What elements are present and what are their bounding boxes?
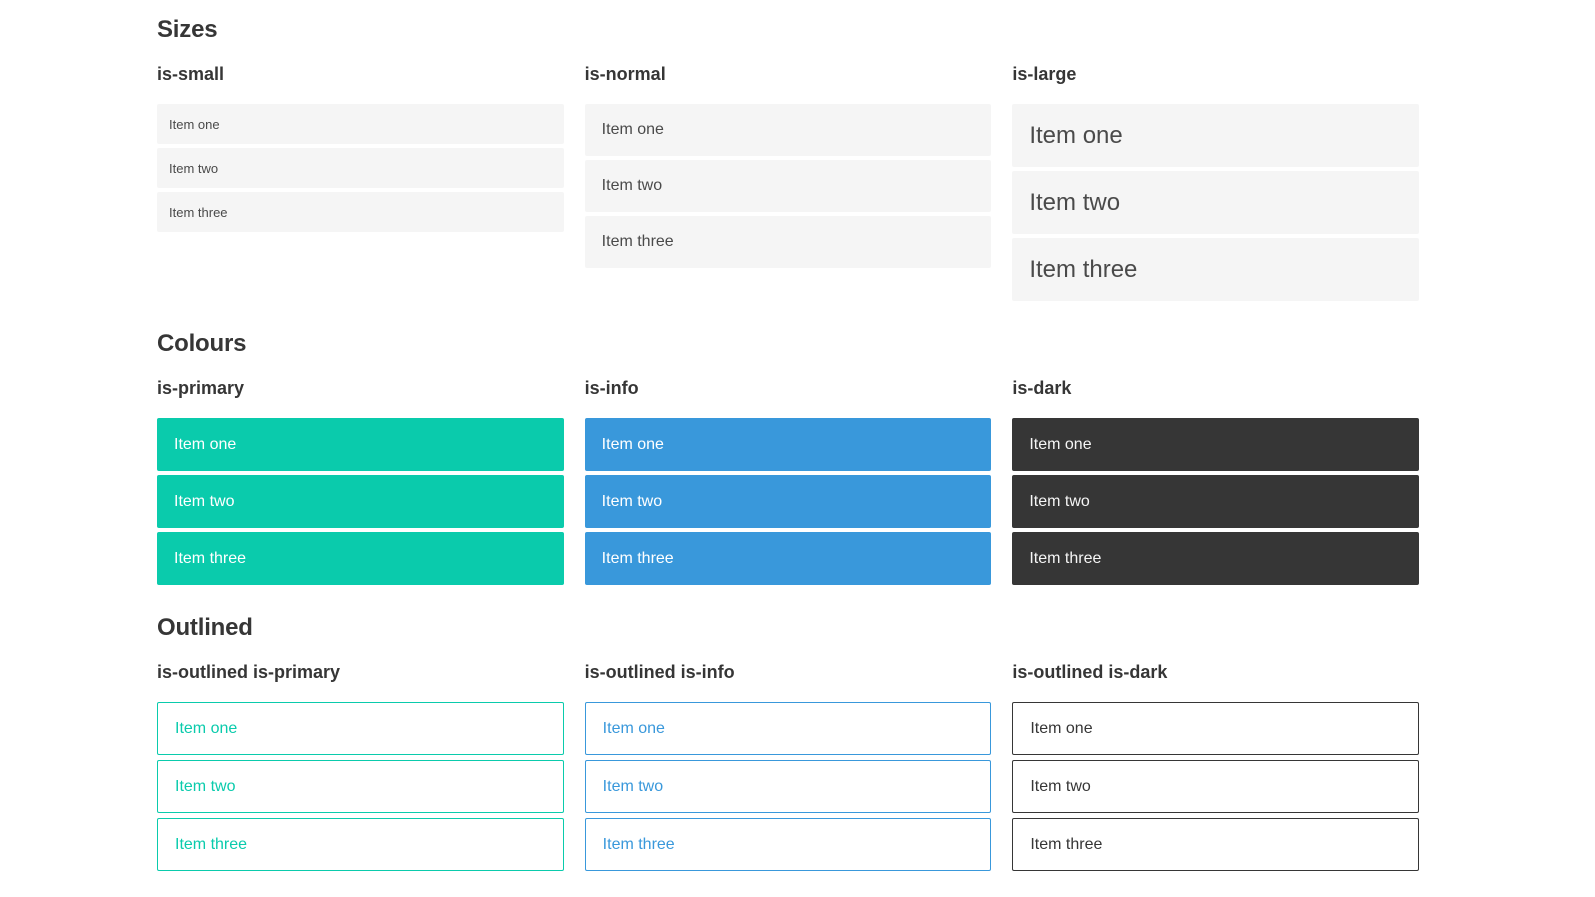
section-sizes: Sizes is-small Item one Item two Item th…: [157, 15, 1420, 301]
list-item[interactable]: Item two: [157, 760, 564, 813]
column-is-primary: is-primary Item one Item two Item three: [157, 377, 564, 585]
sizes-heading: Sizes: [157, 16, 218, 43]
group-label-outlined-dark: is-outlined is-dark: [1012, 662, 1168, 682]
item-list-info: Item one Item two Item three: [584, 418, 992, 585]
list-item[interactable]: Item one: [157, 702, 564, 755]
list-item[interactable]: Item three: [584, 532, 992, 585]
group-label-is-small: is-small: [157, 64, 225, 84]
list-item[interactable]: Item three: [1012, 238, 1420, 301]
list-item[interactable]: Item one: [1012, 104, 1420, 167]
list-item[interactable]: Item two: [584, 160, 992, 212]
group-label-is-dark: is-dark: [1012, 378, 1072, 398]
item-list-primary: Item one Item two Item three: [157, 418, 564, 585]
list-item[interactable]: Item two: [157, 148, 564, 188]
column-outlined-primary: is-outlined is-primary Item one Item two…: [157, 661, 564, 876]
column-is-info: is-info Item one Item two Item three: [584, 377, 992, 585]
list-item[interactable]: Item three: [1012, 532, 1420, 585]
list-item[interactable]: Item three: [584, 818, 992, 871]
column-is-dark: is-dark Item one Item two Item three: [1012, 377, 1420, 585]
list-item[interactable]: Item three: [584, 216, 992, 268]
list-item[interactable]: Item three: [157, 532, 564, 585]
section-outlined: Outlined is-outlined is-primary Item one…: [157, 613, 1420, 876]
column-is-normal: is-normal Item one Item two Item three: [584, 63, 992, 301]
item-list-large: Item one Item two Item three: [1012, 104, 1420, 301]
list-item[interactable]: Item three: [157, 818, 564, 871]
colours-heading: Colours: [157, 330, 247, 357]
list-item[interactable]: Item one: [1012, 702, 1420, 755]
list-item[interactable]: Item one: [1012, 418, 1420, 471]
list-item[interactable]: Item one: [584, 418, 992, 471]
group-label-is-large: is-large: [1012, 64, 1077, 84]
item-list-outlined-primary: Item one Item two Item three: [157, 702, 564, 871]
group-label-is-primary: is-primary: [157, 378, 245, 398]
item-list-outlined-dark: Item one Item two Item three: [1012, 702, 1420, 871]
item-list-outlined-info: Item one Item two Item three: [584, 702, 992, 871]
column-outlined-info: is-outlined is-info Item one Item two It…: [584, 661, 992, 876]
list-item[interactable]: Item one: [584, 104, 992, 156]
list-item[interactable]: Item one: [157, 104, 564, 144]
sizes-columns: is-small Item one Item two Item three is…: [157, 63, 1420, 301]
group-label-is-info: is-info: [584, 378, 639, 398]
group-label-is-normal: is-normal: [584, 64, 666, 84]
list-item[interactable]: Item three: [1012, 818, 1420, 871]
list-item[interactable]: Item one: [157, 418, 564, 471]
item-list-dark: Item one Item two Item three: [1012, 418, 1420, 585]
column-is-large: is-large Item one Item two Item three: [1012, 63, 1420, 301]
group-label-outlined-info: is-outlined is-info: [584, 662, 735, 682]
list-item[interactable]: Item one: [584, 702, 992, 755]
list-item[interactable]: Item two: [157, 475, 564, 528]
column-outlined-dark: is-outlined is-dark Item one Item two It…: [1012, 661, 1420, 876]
list-item[interactable]: Item two: [584, 760, 992, 813]
outlined-columns: is-outlined is-primary Item one Item two…: [157, 661, 1420, 876]
list-item[interactable]: Item three: [157, 192, 564, 232]
section-colours: Colours is-primary Item one Item two Ite…: [157, 329, 1420, 585]
list-item[interactable]: Item two: [1012, 475, 1420, 528]
column-is-small: is-small Item one Item two Item three: [157, 63, 564, 301]
group-label-outlined-primary: is-outlined is-primary: [157, 662, 341, 682]
item-list-small: Item one Item two Item three: [157, 104, 564, 232]
outlined-heading: Outlined: [157, 614, 253, 641]
item-list-normal: Item one Item two Item three: [584, 104, 992, 268]
list-item[interactable]: Item two: [1012, 760, 1420, 813]
list-item[interactable]: Item two: [1012, 171, 1420, 234]
list-item[interactable]: Item two: [584, 475, 992, 528]
colours-columns: is-primary Item one Item two Item three …: [157, 377, 1420, 585]
